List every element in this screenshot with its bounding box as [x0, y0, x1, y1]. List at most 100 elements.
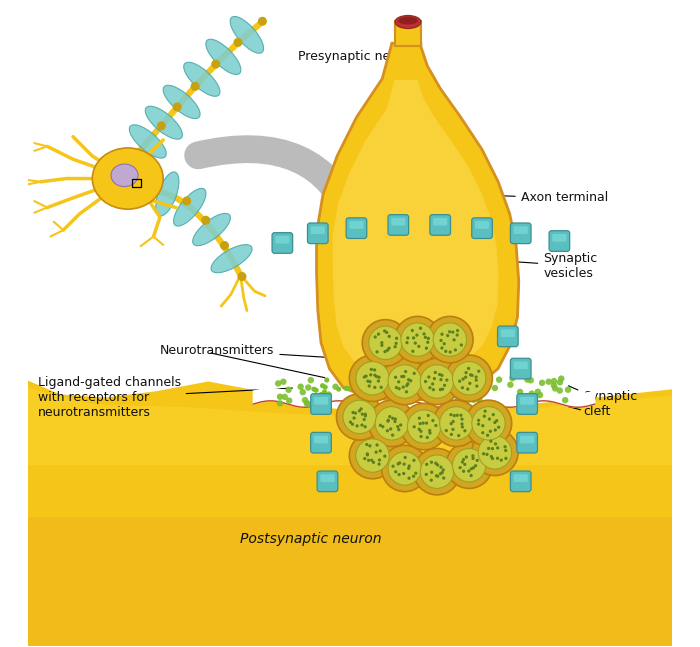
Circle shape	[407, 410, 441, 443]
Circle shape	[472, 466, 475, 469]
Circle shape	[452, 448, 486, 482]
Circle shape	[316, 399, 323, 405]
Circle shape	[275, 380, 281, 387]
Circle shape	[464, 375, 468, 378]
Circle shape	[452, 331, 454, 334]
Circle shape	[491, 447, 494, 450]
Circle shape	[420, 365, 454, 398]
Circle shape	[379, 449, 382, 452]
Ellipse shape	[130, 125, 167, 158]
Circle shape	[349, 355, 396, 401]
Circle shape	[489, 430, 492, 433]
Circle shape	[411, 329, 414, 332]
FancyBboxPatch shape	[510, 223, 531, 244]
Circle shape	[472, 429, 518, 476]
Circle shape	[414, 342, 417, 345]
Circle shape	[383, 329, 386, 333]
Circle shape	[490, 455, 493, 458]
Circle shape	[461, 417, 463, 421]
Circle shape	[307, 377, 314, 384]
Circle shape	[450, 391, 456, 398]
Circle shape	[399, 423, 402, 426]
Circle shape	[481, 424, 484, 428]
Circle shape	[412, 372, 416, 375]
Circle shape	[379, 424, 382, 427]
Circle shape	[443, 391, 449, 397]
Circle shape	[465, 455, 468, 459]
Circle shape	[500, 459, 503, 462]
Circle shape	[457, 434, 461, 437]
Circle shape	[417, 345, 421, 348]
Circle shape	[370, 459, 373, 462]
Circle shape	[402, 463, 406, 466]
Circle shape	[419, 327, 422, 330]
Ellipse shape	[230, 16, 264, 53]
FancyBboxPatch shape	[311, 394, 331, 414]
Circle shape	[486, 433, 489, 437]
Circle shape	[389, 394, 395, 400]
Circle shape	[281, 393, 288, 400]
Circle shape	[382, 389, 388, 396]
Circle shape	[397, 428, 400, 432]
Circle shape	[357, 380, 363, 386]
Circle shape	[402, 375, 409, 382]
Polygon shape	[332, 80, 498, 373]
Circle shape	[482, 452, 485, 455]
Circle shape	[182, 197, 191, 206]
Circle shape	[434, 461, 438, 465]
Circle shape	[382, 425, 384, 428]
Circle shape	[398, 461, 401, 465]
Circle shape	[237, 272, 246, 281]
Circle shape	[397, 380, 400, 384]
Circle shape	[220, 241, 229, 250]
FancyBboxPatch shape	[500, 329, 515, 337]
Circle shape	[395, 386, 398, 389]
Circle shape	[461, 425, 464, 428]
Circle shape	[524, 377, 531, 383]
Circle shape	[412, 425, 416, 428]
Circle shape	[454, 383, 460, 389]
Circle shape	[400, 375, 403, 378]
Circle shape	[393, 345, 397, 348]
Circle shape	[421, 421, 425, 425]
Circle shape	[470, 474, 473, 477]
Circle shape	[465, 371, 468, 374]
Ellipse shape	[206, 39, 241, 74]
Circle shape	[391, 465, 395, 468]
Circle shape	[450, 433, 453, 436]
Circle shape	[427, 375, 430, 378]
Circle shape	[391, 433, 394, 437]
Circle shape	[377, 380, 384, 386]
Circle shape	[449, 351, 452, 354]
FancyBboxPatch shape	[317, 471, 338, 492]
FancyBboxPatch shape	[275, 236, 289, 244]
Circle shape	[446, 355, 492, 401]
Circle shape	[489, 439, 493, 443]
Circle shape	[298, 384, 304, 390]
FancyBboxPatch shape	[311, 432, 331, 453]
Circle shape	[414, 448, 460, 495]
Circle shape	[368, 384, 371, 388]
Circle shape	[426, 436, 429, 439]
FancyBboxPatch shape	[475, 221, 489, 229]
Circle shape	[462, 458, 465, 461]
Ellipse shape	[111, 164, 138, 186]
Circle shape	[421, 381, 427, 388]
Circle shape	[304, 400, 311, 407]
Circle shape	[368, 444, 372, 448]
Circle shape	[326, 391, 332, 398]
Circle shape	[436, 474, 440, 477]
Circle shape	[456, 329, 459, 332]
Circle shape	[258, 17, 267, 26]
Circle shape	[336, 386, 341, 391]
Polygon shape	[15, 375, 685, 647]
Circle shape	[365, 375, 368, 378]
Circle shape	[354, 411, 357, 415]
Circle shape	[509, 375, 516, 382]
Circle shape	[300, 389, 306, 395]
Circle shape	[477, 419, 480, 422]
Circle shape	[440, 399, 446, 405]
Circle shape	[428, 386, 431, 389]
Circle shape	[412, 336, 415, 340]
Circle shape	[343, 400, 377, 433]
